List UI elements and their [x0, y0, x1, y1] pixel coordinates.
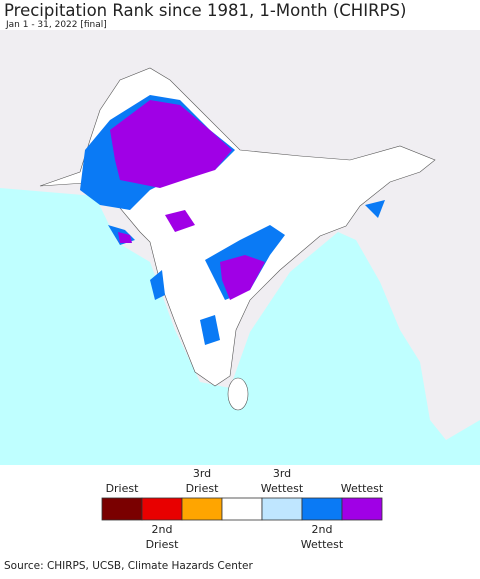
legend-label: 3rd [273, 467, 291, 480]
legend-swatch [261, 497, 303, 521]
legend-label: Wettest [301, 538, 344, 551]
legend-label: Driest [186, 482, 220, 495]
legend-swatch [221, 497, 263, 521]
wet-area [200, 315, 220, 345]
legend-label: Wettest [341, 482, 384, 495]
wettest-area [118, 232, 132, 243]
legend-swatch [301, 497, 343, 521]
legend-label: Wettest [261, 482, 304, 495]
legend-swatch [101, 497, 143, 521]
subtitle: Jan 1 - 31, 2022 [final] [5, 20, 107, 30]
sri-lanka [227, 377, 249, 411]
legend-label: 2nd [312, 523, 333, 536]
wettest-area [165, 210, 195, 232]
map [0, 30, 480, 465]
title: Precipitation Rank since 1981, 1-Month (… [4, 1, 406, 20]
wettest-area [220, 255, 265, 300]
wet-area [150, 270, 165, 300]
wet-area [365, 200, 385, 218]
legend-label: Driest [146, 538, 180, 551]
legend: Driest 3rd Driest 3rd Wettest Wettest 2nd Dries… [101, 467, 384, 551]
legend-label: Driest [106, 482, 140, 495]
ocean [0, 188, 480, 465]
legend-label: 2nd [152, 523, 173, 536]
wettest-area [110, 100, 232, 188]
legend-swatch [181, 497, 223, 521]
legend-label: 3rd [193, 467, 211, 480]
source: Source: CHIRPS, UCSB, Climate Hazards Ce… [4, 560, 253, 572]
legend-swatch [341, 497, 383, 521]
legend-swatch [141, 497, 183, 521]
